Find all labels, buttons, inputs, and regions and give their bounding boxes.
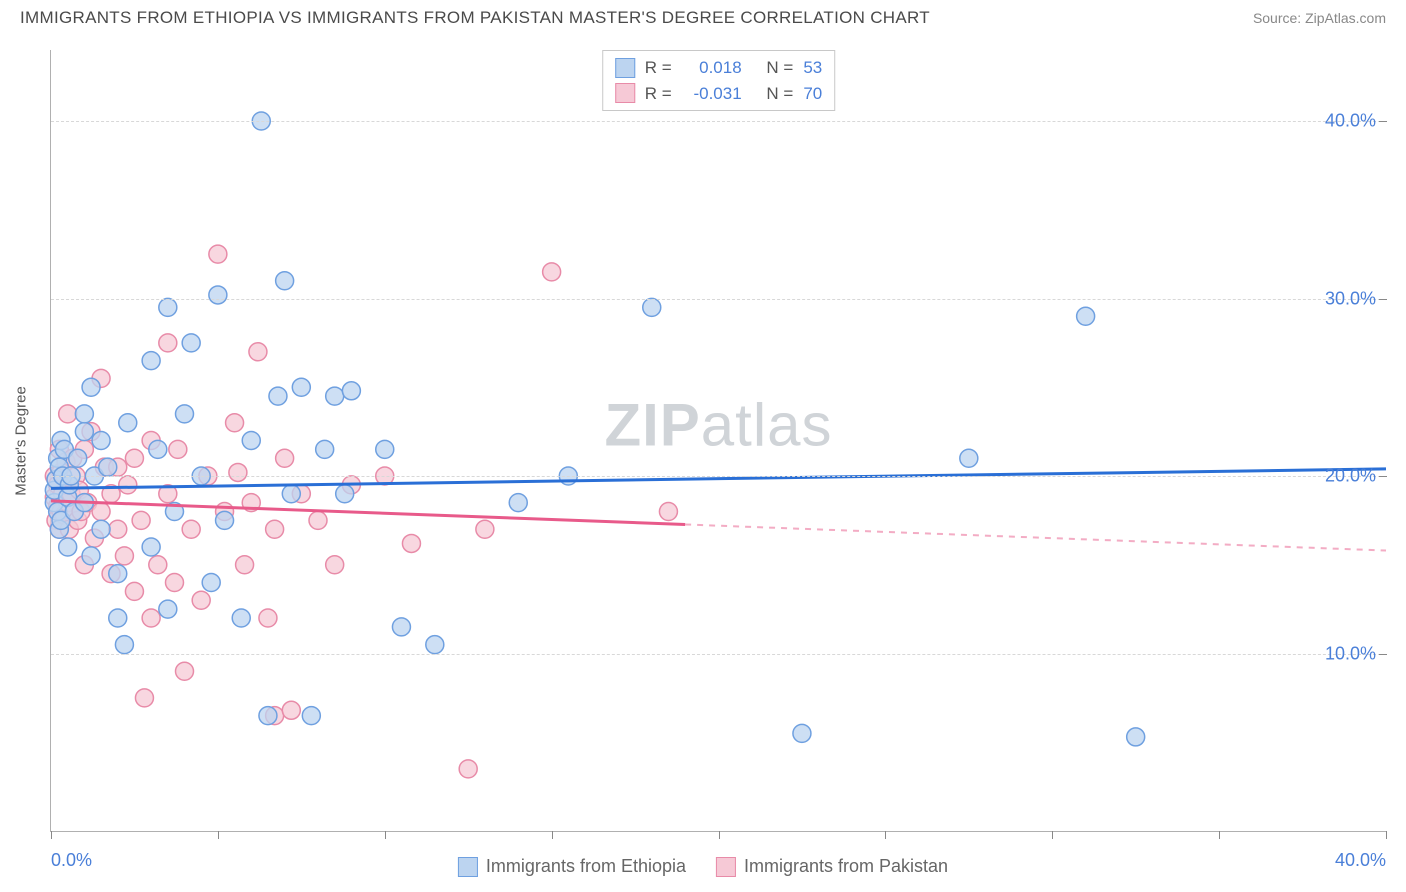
y-tick-label: 10.0% <box>1325 643 1376 664</box>
legend-item-pakistan: Immigrants from Pakistan <box>716 856 948 877</box>
chart-plot-area: Master's Degree ZIPatlas R = 0.018 N = 5… <box>50 50 1386 832</box>
y-tick-label: 20.0% <box>1325 466 1376 487</box>
y-tick-label: 30.0% <box>1325 288 1376 309</box>
series-legend: Immigrants from Ethiopia Immigrants from… <box>458 856 948 877</box>
legend-row-pakistan: R = -0.031 N = 70 <box>615 81 823 107</box>
r-value-pakistan: -0.031 <box>682 81 742 107</box>
y-axis-title: Master's Degree <box>13 386 30 496</box>
source-attribution: Source: ZipAtlas.com <box>1253 10 1386 26</box>
legend-item-ethiopia: Immigrants from Ethiopia <box>458 856 686 877</box>
swatch-pakistan <box>615 83 635 103</box>
x-axis-max-label: 40.0% <box>1335 850 1386 871</box>
swatch-pakistan-icon <box>716 857 736 877</box>
swatch-ethiopia <box>615 58 635 78</box>
n-value-ethiopia: 53 <box>803 55 822 81</box>
y-tick-label: 40.0% <box>1325 111 1376 132</box>
n-label: N = <box>766 81 793 107</box>
legend-label-pakistan: Immigrants from Pakistan <box>744 856 948 877</box>
n-label: N = <box>766 55 793 81</box>
x-axis-min-label: 0.0% <box>51 850 92 871</box>
legend-label-ethiopia: Immigrants from Ethiopia <box>486 856 686 877</box>
r-label: R = <box>645 81 672 107</box>
legend-row-ethiopia: R = 0.018 N = 53 <box>615 55 823 81</box>
r-value-ethiopia: 0.018 <box>682 55 742 81</box>
scatter-plot-svg <box>51 50 1386 831</box>
swatch-ethiopia-icon <box>458 857 478 877</box>
n-value-pakistan: 70 <box>803 81 822 107</box>
chart-title: IMMIGRANTS FROM ETHIOPIA VS IMMIGRANTS F… <box>20 8 930 28</box>
correlation-legend: R = 0.018 N = 53 R = -0.031 N = 70 <box>602 50 836 111</box>
r-label: R = <box>645 55 672 81</box>
